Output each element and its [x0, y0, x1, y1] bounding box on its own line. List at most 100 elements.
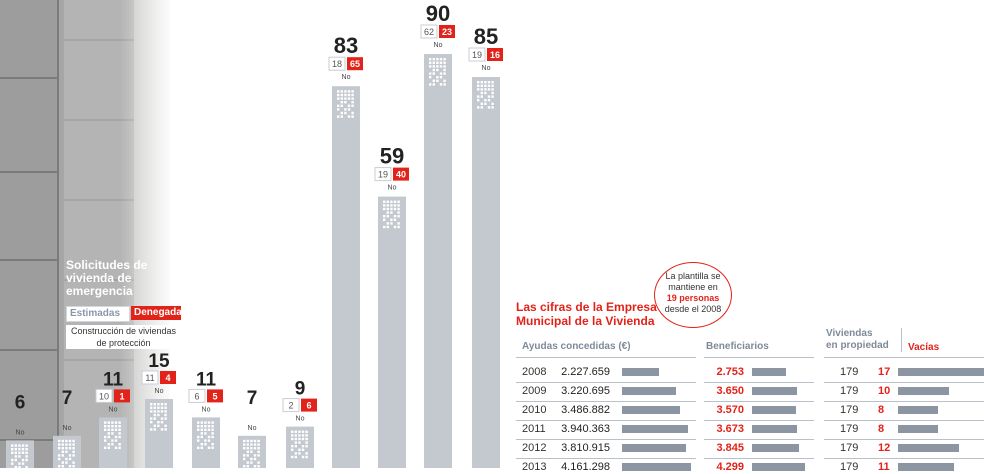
row-rule: [824, 420, 984, 421]
row-beneficiarios: 3.845: [716, 442, 744, 454]
vacias-bar: [898, 368, 984, 376]
row-vacias: 10: [878, 385, 891, 397]
table-rule: [824, 357, 984, 358]
vacias-bar: [898, 463, 954, 471]
bar-note: No: [296, 416, 305, 423]
bar-note: No: [342, 74, 351, 81]
vacias-bar: [898, 406, 938, 414]
row-ayudas: 2.227.659: [561, 366, 610, 378]
ayudas-bar: [622, 387, 676, 395]
bubble-line1: La plantilla se: [665, 271, 721, 281]
row-ayudas: 3.220.695: [561, 385, 610, 397]
header-vacias: Vacías: [908, 342, 940, 353]
estimadas-label: 10: [99, 391, 109, 401]
bar: [332, 86, 360, 468]
building-icon: [243, 439, 260, 468]
beneficiarios-bar: [752, 425, 797, 433]
bar-note: No: [434, 42, 443, 49]
estimadas-label: 18: [332, 59, 342, 69]
table-rule: [516, 357, 696, 358]
header-viviendas: Viviendas: [826, 328, 873, 339]
bar-note: No: [109, 406, 118, 413]
bar-group: 7 No: [238, 388, 266, 468]
legend-estimadas: Estimadas: [66, 306, 130, 322]
bubble-line4: desde el 2008: [664, 304, 722, 314]
row-rule: [704, 420, 814, 421]
estimadas-label: 19: [472, 50, 482, 60]
row-year: 2010: [522, 404, 547, 416]
bar-group: 92 6No: [282, 379, 317, 468]
row-year: 2009: [522, 385, 547, 397]
row-rule: [516, 401, 696, 402]
row-ayudas: 3.810.915: [561, 442, 610, 454]
estimadas-label: 62: [424, 27, 434, 37]
row-rule: [704, 458, 814, 459]
denegadas-label: 23: [442, 27, 452, 37]
bar-total-label: 11: [196, 369, 217, 390]
bar-total-label: 6: [15, 392, 26, 413]
row-beneficiarios: 4.299: [716, 461, 744, 473]
ayudas-bar: [622, 406, 680, 414]
legend-title: Solicitudes de vivienda de emergencia: [66, 258, 148, 298]
row-ayudas: 3.940.363: [561, 423, 610, 435]
row-rule: [704, 439, 814, 440]
building-icon: [58, 439, 75, 468]
denegadas-label: 65: [350, 59, 360, 69]
building-icon: [477, 81, 494, 109]
table-title: Las cifras de la Empresa Municipal de la…: [516, 300, 657, 328]
row-beneficiarios: 3.650: [716, 385, 744, 397]
bar-group: 6 No: [6, 392, 34, 468]
row-rule: [824, 439, 984, 440]
row-vacias: 12: [878, 442, 891, 454]
beneficiarios-bar: [752, 387, 797, 395]
header-ayudas: Ayudas concedidas (€): [522, 341, 631, 352]
bar: [286, 426, 314, 468]
bar-note: No: [155, 388, 164, 395]
header-separator: [901, 328, 902, 352]
row-vacias: 8: [878, 404, 885, 416]
row-rule: [824, 382, 984, 383]
denegadas-label: 4: [165, 373, 170, 383]
row-rule: [824, 458, 984, 459]
bar-total-label: 59: [380, 144, 404, 169]
bar-total-label: 85: [474, 24, 498, 49]
ayudas-bar: [622, 425, 688, 433]
row-year: 2011: [522, 423, 546, 435]
denegadas-label: 5: [212, 391, 217, 401]
row-rule: [516, 439, 696, 440]
building-icon: [291, 430, 308, 459]
bar-total-label: 9: [295, 379, 306, 400]
beneficiarios-bar: [752, 463, 805, 471]
row-propiedad: 179: [840, 461, 859, 473]
ayudas-bar: [622, 463, 691, 471]
estimadas-label: 11: [145, 373, 154, 383]
estimadas-label: 6: [194, 391, 199, 401]
bar: [99, 417, 127, 468]
row-rule: [824, 401, 984, 402]
bar: [192, 417, 220, 468]
row-year: 2008: [522, 366, 547, 378]
legend-denegadas: Denegadas: [131, 306, 187, 320]
denegadas-label: 40: [396, 170, 406, 180]
row-vacias: 17: [878, 366, 891, 378]
ayudas-bar: [622, 444, 686, 452]
row-rule: [704, 382, 814, 383]
row-beneficiarios: 3.673: [716, 423, 744, 435]
bar-total-label: 11: [103, 369, 124, 390]
building-icon: [104, 421, 121, 449]
estimadas-label: 2: [288, 401, 293, 411]
building-icon: [11, 444, 28, 468]
row-beneficiarios: 2.753: [716, 366, 744, 378]
denegadas-label: 16: [490, 50, 500, 60]
row-rule: [704, 401, 814, 402]
building-icon: [337, 90, 354, 118]
building-icon: [197, 421, 214, 449]
row-ayudas: 3.486.882: [561, 404, 610, 416]
beneficiarios-bar: [752, 368, 786, 376]
